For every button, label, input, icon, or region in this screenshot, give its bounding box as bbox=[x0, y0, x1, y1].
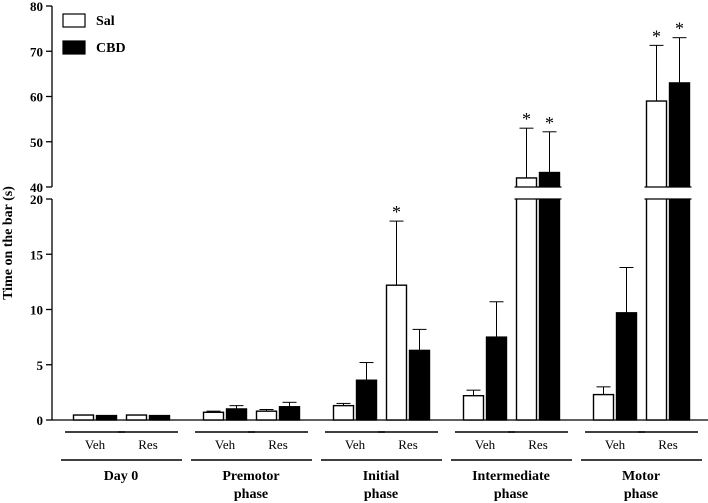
phase-2-res-sal-bar bbox=[385, 284, 408, 421]
phase-4-res-cbd-bar bbox=[668, 82, 691, 421]
y-upper-tick-label-50: 50 bbox=[30, 135, 43, 150]
phase-4-veh-cbd-bar bbox=[615, 312, 638, 421]
legend-label-sal: Sal bbox=[96, 14, 115, 29]
phase-0-label-line-0: Day 0 bbox=[104, 469, 139, 484]
legend: Sal CBD bbox=[62, 13, 126, 56]
phase-0-veh-sal-bar bbox=[72, 414, 95, 421]
phase-4-res-sal-significance-marker: * bbox=[652, 26, 661, 46]
y-upper-tick-label-40: 40 bbox=[30, 180, 43, 195]
phase-4-veh-label: Veh bbox=[605, 437, 626, 452]
phase-2-res-label: Res bbox=[398, 437, 418, 452]
phase-3-veh-sal-bar bbox=[462, 394, 485, 421]
phase-0-res-label: Res bbox=[138, 437, 158, 452]
legend-swatch-cbd bbox=[62, 40, 86, 55]
phase-0-veh-label: Veh bbox=[85, 437, 106, 452]
phase-2-veh-sal-bar bbox=[332, 404, 355, 421]
phase-4-label-line-1: phase bbox=[624, 487, 658, 502]
y-upper-tick-label-60: 60 bbox=[30, 90, 43, 105]
phase-3-veh-label: Veh bbox=[475, 437, 496, 452]
phase-4-res-cbd-significance-marker: * bbox=[675, 19, 684, 39]
x-labels: Veh Res Day 0 Veh Res Premotor phase Veh Res Init… bbox=[61, 431, 702, 502]
y-lower-tick-label-5: 5 bbox=[37, 358, 44, 373]
phase-2-res-sal-significance-marker: * bbox=[392, 202, 401, 222]
y-upper-tick-label-80: 80 bbox=[30, 0, 43, 14]
phase-1-res-label: Res bbox=[268, 437, 288, 452]
phase-2-label-line-1: phase bbox=[364, 487, 398, 502]
phase-3-res-sal-significance-marker: * bbox=[522, 109, 531, 129]
phase-2-label-line-0: Initial bbox=[363, 469, 400, 484]
phase-3-res-cbd-break-gap bbox=[538, 187, 561, 199]
y-upper-tick-label-70: 70 bbox=[30, 44, 43, 59]
phase-1-res-cbd-bar bbox=[278, 406, 301, 421]
phase-2-res-cbd-bar bbox=[408, 349, 431, 421]
phase-3-label-line-1: phase bbox=[494, 487, 528, 502]
phase-1-veh-sal-bar bbox=[202, 411, 225, 421]
phase-3-label-line-0: Intermediate bbox=[472, 469, 550, 484]
phase-1-label-line-0: Premotor bbox=[222, 469, 279, 484]
phase-2-veh-label: Veh bbox=[345, 437, 366, 452]
phase-3-res-label: Res bbox=[528, 437, 548, 452]
phase-4-res-sal-break-gap bbox=[645, 187, 668, 199]
y-lower-tick-label-20: 20 bbox=[30, 192, 43, 207]
phase-2-veh-cbd-bar bbox=[355, 379, 378, 421]
phase-3-res-sal-break-gap bbox=[515, 187, 538, 199]
phase-4-res-cbd-break-gap bbox=[668, 187, 691, 199]
phase-3-veh-cbd-bar bbox=[485, 336, 508, 421]
phase-4-label-line-0: Motor bbox=[622, 469, 660, 484]
phase-4-res-sal-bar bbox=[645, 100, 668, 421]
phase-4-res-label: Res bbox=[658, 437, 678, 452]
y-lower-tick-label-15: 15 bbox=[30, 247, 44, 262]
phase-1-res-sal-bar bbox=[255, 410, 278, 421]
phase-1-veh-cbd-bar bbox=[225, 408, 248, 421]
phase-0-veh-cbd-bar bbox=[95, 414, 118, 421]
phase-3-res-sal-bar bbox=[515, 177, 538, 421]
legend-label-cbd: CBD bbox=[96, 41, 126, 56]
bars: * * * * * bbox=[72, 19, 692, 421]
phase-3-res-cbd-bar bbox=[538, 171, 561, 421]
legend-swatch-sal bbox=[62, 13, 86, 28]
phase-3-res-cbd-significance-marker: * bbox=[545, 113, 554, 133]
phase-0-res-cbd-bar bbox=[148, 414, 171, 421]
y-axis-title: Time on the bar (s) bbox=[1, 186, 16, 300]
phase-1-veh-label: Veh bbox=[215, 437, 236, 452]
phase-4-veh-sal-bar bbox=[592, 393, 615, 421]
y-lower-tick-label-0: 0 bbox=[37, 413, 44, 428]
phase-1-label-line-1: phase bbox=[234, 487, 268, 502]
phase-0-res-sal-bar bbox=[125, 414, 148, 421]
y-lower-tick-label-10: 10 bbox=[30, 303, 43, 318]
